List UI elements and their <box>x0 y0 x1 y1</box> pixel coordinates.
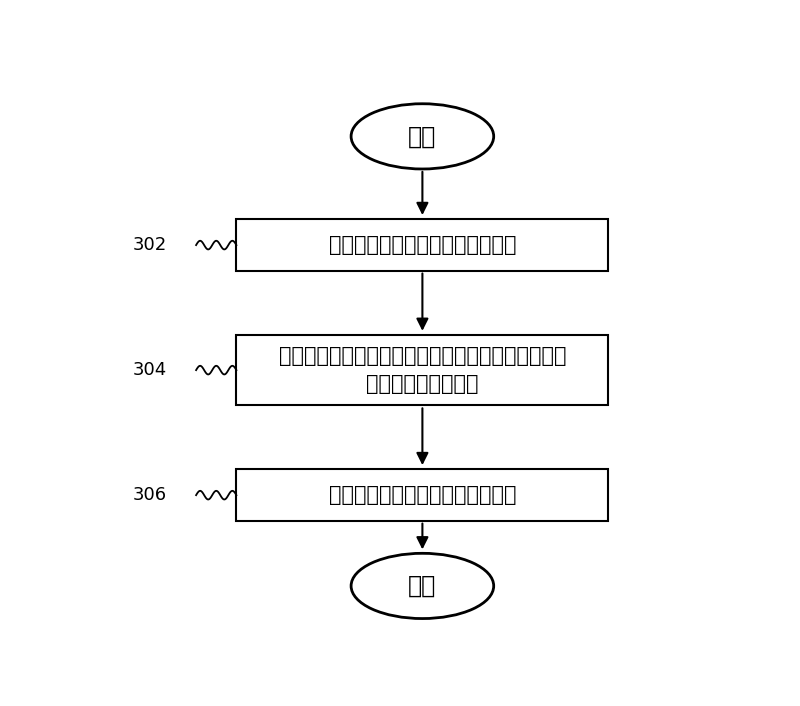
Text: 结束: 结束 <box>408 574 437 598</box>
Bar <box>237 469 609 521</box>
Text: 测量电池当前的电动势和充电电流: 测量电池当前的电动势和充电电流 <box>329 235 516 255</box>
Text: 306: 306 <box>133 486 166 504</box>
Text: 开始: 开始 <box>408 124 437 148</box>
Ellipse shape <box>351 554 494 618</box>
Text: 根据当前充电参数控制电池的充电: 根据当前充电参数控制电池的充电 <box>329 485 516 505</box>
Ellipse shape <box>351 104 494 169</box>
Bar <box>237 220 609 271</box>
Text: 304: 304 <box>133 361 166 379</box>
Text: 根据电池当前电动势和充电电流，电池的理想充电电
流确定当前充电参数: 根据电池当前电动势和充电电流，电池的理想充电电 流确定当前充电参数 <box>278 346 566 394</box>
Bar <box>237 335 609 405</box>
Text: 302: 302 <box>133 236 166 254</box>
